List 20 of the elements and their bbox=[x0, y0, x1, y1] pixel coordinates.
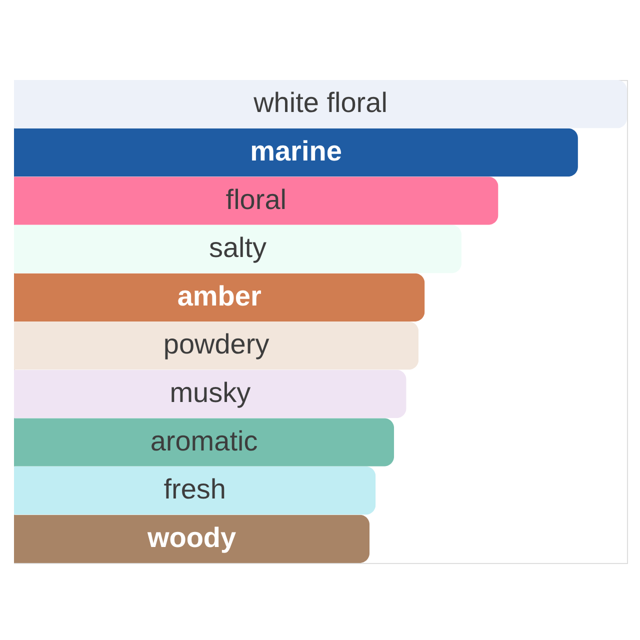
y-tick-label: salty bbox=[208, 232, 267, 264]
bar bbox=[14, 224, 462, 274]
y-tick-label: fresh bbox=[164, 474, 226, 505]
y-tick-label: marine bbox=[250, 135, 342, 166]
y-tick-label: amber bbox=[177, 280, 262, 312]
bar bbox=[14, 466, 376, 515]
bar bbox=[14, 128, 578, 177]
y-tick-label: white floral bbox=[252, 87, 388, 118]
bar bbox=[14, 514, 370, 563]
y-tick-label: woody bbox=[146, 522, 237, 553]
y-tick-label: powdery bbox=[163, 328, 270, 360]
y-tick-label: aromatic bbox=[150, 425, 258, 456]
y-tick-label: musky bbox=[170, 376, 251, 408]
bar bbox=[14, 418, 394, 466]
bar bbox=[14, 322, 419, 370]
bar bbox=[14, 176, 498, 225]
bar bbox=[14, 370, 406, 418]
bar bbox=[14, 80, 627, 128]
y-tick-label: floral bbox=[226, 184, 286, 215]
bar bbox=[14, 273, 425, 322]
